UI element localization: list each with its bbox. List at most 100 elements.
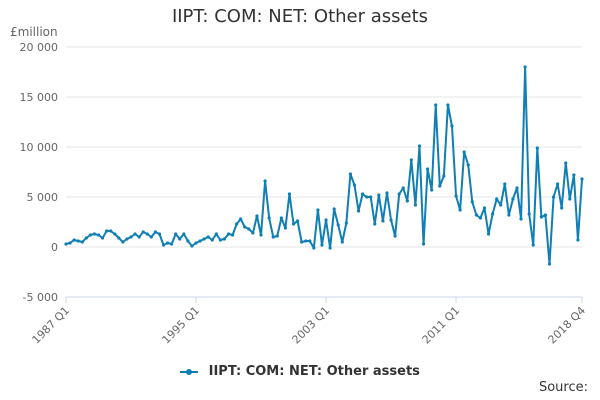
data-point[interactable] <box>239 217 243 221</box>
data-point[interactable] <box>133 232 137 236</box>
data-point[interactable] <box>499 203 503 207</box>
data-point[interactable] <box>482 206 487 210</box>
data-point[interactable] <box>458 208 462 212</box>
data-point[interactable] <box>117 236 121 240</box>
data-point[interactable] <box>580 177 584 181</box>
data-point[interactable] <box>182 232 186 236</box>
data-point[interactable] <box>291 222 296 226</box>
data-point[interactable] <box>194 241 198 245</box>
data-point[interactable] <box>222 237 227 241</box>
data-point[interactable] <box>68 241 72 245</box>
data-point[interactable] <box>121 240 125 244</box>
data-point[interactable] <box>426 167 430 171</box>
data-point[interactable] <box>397 192 401 196</box>
data-point[interactable] <box>161 243 166 247</box>
data-point[interactable] <box>300 240 304 244</box>
data-point[interactable] <box>295 219 300 223</box>
data-point[interactable] <box>105 229 109 233</box>
data-point[interactable] <box>129 235 133 239</box>
data-point[interactable] <box>263 179 267 183</box>
data-point[interactable] <box>324 218 328 222</box>
data-point[interactable] <box>275 234 279 238</box>
data-point[interactable] <box>556 182 560 186</box>
data-point[interactable] <box>462 150 466 154</box>
data-point[interactable] <box>157 232 162 236</box>
data-point[interactable] <box>393 234 397 238</box>
data-point[interactable] <box>149 235 153 239</box>
data-point[interactable] <box>381 219 385 223</box>
data-point[interactable] <box>84 236 88 240</box>
data-point[interactable] <box>515 186 519 190</box>
data-point[interactable] <box>210 238 214 242</box>
data-point[interactable] <box>486 232 491 236</box>
data-point[interactable] <box>547 262 552 266</box>
data-point[interactable] <box>564 161 568 165</box>
data-point[interactable] <box>243 225 247 229</box>
data-point[interactable] <box>100 236 105 240</box>
data-point[interactable] <box>287 192 292 196</box>
data-point[interactable] <box>344 221 348 225</box>
data-point[interactable] <box>527 212 531 216</box>
data-point[interactable] <box>165 241 170 245</box>
data-point[interactable] <box>316 208 320 212</box>
data-point[interactable] <box>474 213 478 217</box>
data-point[interactable] <box>377 193 381 197</box>
data-point[interactable] <box>226 232 231 236</box>
data-point[interactable] <box>125 237 129 241</box>
data-point[interactable] <box>495 197 499 201</box>
data-point[interactable] <box>560 206 564 210</box>
data-point[interactable] <box>109 229 113 233</box>
data-point[interactable] <box>190 244 194 248</box>
data-point[interactable] <box>218 238 222 242</box>
data-point[interactable] <box>373 222 377 226</box>
data-point[interactable] <box>348 172 353 176</box>
data-point[interactable] <box>308 239 312 243</box>
data-point[interactable] <box>271 235 275 239</box>
data-point[interactable] <box>519 217 523 221</box>
data-point[interactable] <box>88 233 92 237</box>
data-point[interactable] <box>267 216 271 220</box>
data-point[interactable] <box>251 231 255 235</box>
data-point[interactable] <box>214 232 218 236</box>
data-point[interactable] <box>174 232 178 236</box>
data-point[interactable] <box>466 163 470 167</box>
data-point[interactable] <box>352 183 357 187</box>
data-point[interactable] <box>153 230 157 234</box>
data-point[interactable] <box>137 235 141 239</box>
data-point[interactable] <box>332 207 336 211</box>
data-point[interactable] <box>369 195 373 199</box>
data-point[interactable] <box>283 226 287 230</box>
data-point[interactable] <box>170 242 174 246</box>
data-point[interactable] <box>186 239 190 243</box>
data-point[interactable] <box>430 188 434 192</box>
data-point[interactable] <box>76 239 80 243</box>
data-point[interactable] <box>491 212 495 216</box>
data-point[interactable] <box>454 194 458 198</box>
data-point[interactable] <box>470 200 474 204</box>
data-point[interactable] <box>551 195 556 199</box>
data-point[interactable] <box>206 235 210 239</box>
data-point[interactable] <box>247 227 251 231</box>
data-point[interactable] <box>92 232 97 236</box>
data-point[interactable] <box>328 246 332 250</box>
data-point[interactable] <box>365 195 369 199</box>
data-point[interactable] <box>438 184 442 188</box>
data-point[interactable] <box>178 237 182 241</box>
data-point[interactable] <box>417 144 422 148</box>
data-point[interactable] <box>531 243 535 247</box>
data-point[interactable] <box>113 232 117 236</box>
data-point[interactable] <box>356 209 361 213</box>
data-point[interactable] <box>450 124 454 128</box>
data-point[interactable] <box>141 230 145 234</box>
data-point[interactable] <box>511 197 515 201</box>
data-point[interactable] <box>478 216 483 220</box>
data-point[interactable] <box>405 199 409 203</box>
data-point[interactable] <box>434 103 438 107</box>
data-point[interactable] <box>336 223 340 227</box>
data-point[interactable] <box>255 214 259 218</box>
data-point[interactable] <box>409 158 413 162</box>
data-point[interactable] <box>421 242 426 246</box>
data-point[interactable] <box>442 174 446 178</box>
data-point[interactable] <box>572 173 576 177</box>
data-point[interactable] <box>145 232 149 236</box>
